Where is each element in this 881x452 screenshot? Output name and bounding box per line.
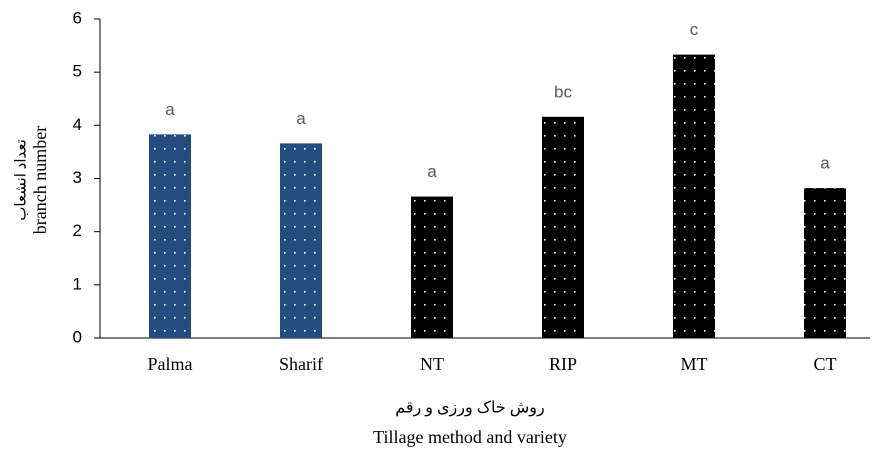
- bar-pattern: [542, 116, 584, 339]
- bar-annotation: a: [820, 154, 830, 173]
- y-tick-label: 3: [73, 168, 82, 187]
- y-tick-label: 5: [73, 62, 82, 81]
- y-axis-label: branch number: [30, 126, 50, 234]
- y-tick-label: 6: [73, 8, 82, 27]
- y-axis-label-fa: تعداد انشعاب: [13, 139, 29, 221]
- bar-annotation: bc: [554, 82, 572, 101]
- x-tick-label: RIP: [549, 354, 577, 374]
- y-tick-label: 2: [73, 221, 82, 240]
- x-tick-label: CT: [813, 354, 836, 374]
- bar-pattern: [411, 196, 453, 338]
- bar-pattern: [280, 143, 322, 338]
- bar-annotation: a: [427, 162, 437, 181]
- y-tick-label: 4: [73, 115, 82, 134]
- bar-annotation: a: [296, 109, 306, 128]
- y-tick-label: 0: [73, 327, 82, 346]
- bar-pattern: [804, 188, 846, 338]
- x-axis-label: Tillage method and variety: [373, 427, 567, 447]
- x-tick-label: Sharif: [279, 354, 323, 374]
- y-tick-label: 1: [73, 274, 82, 293]
- bar-annotation: c: [690, 20, 699, 39]
- bar-pattern: [149, 134, 191, 338]
- bar-annotation: a: [165, 100, 175, 119]
- bar-pattern: [673, 54, 715, 338]
- x-tick-label: Palma: [148, 354, 193, 374]
- x-axis-label-fa: روش خاک ورزی و رقم: [395, 400, 545, 417]
- x-tick-label: NT: [420, 354, 444, 374]
- x-tick-label: MT: [681, 354, 708, 374]
